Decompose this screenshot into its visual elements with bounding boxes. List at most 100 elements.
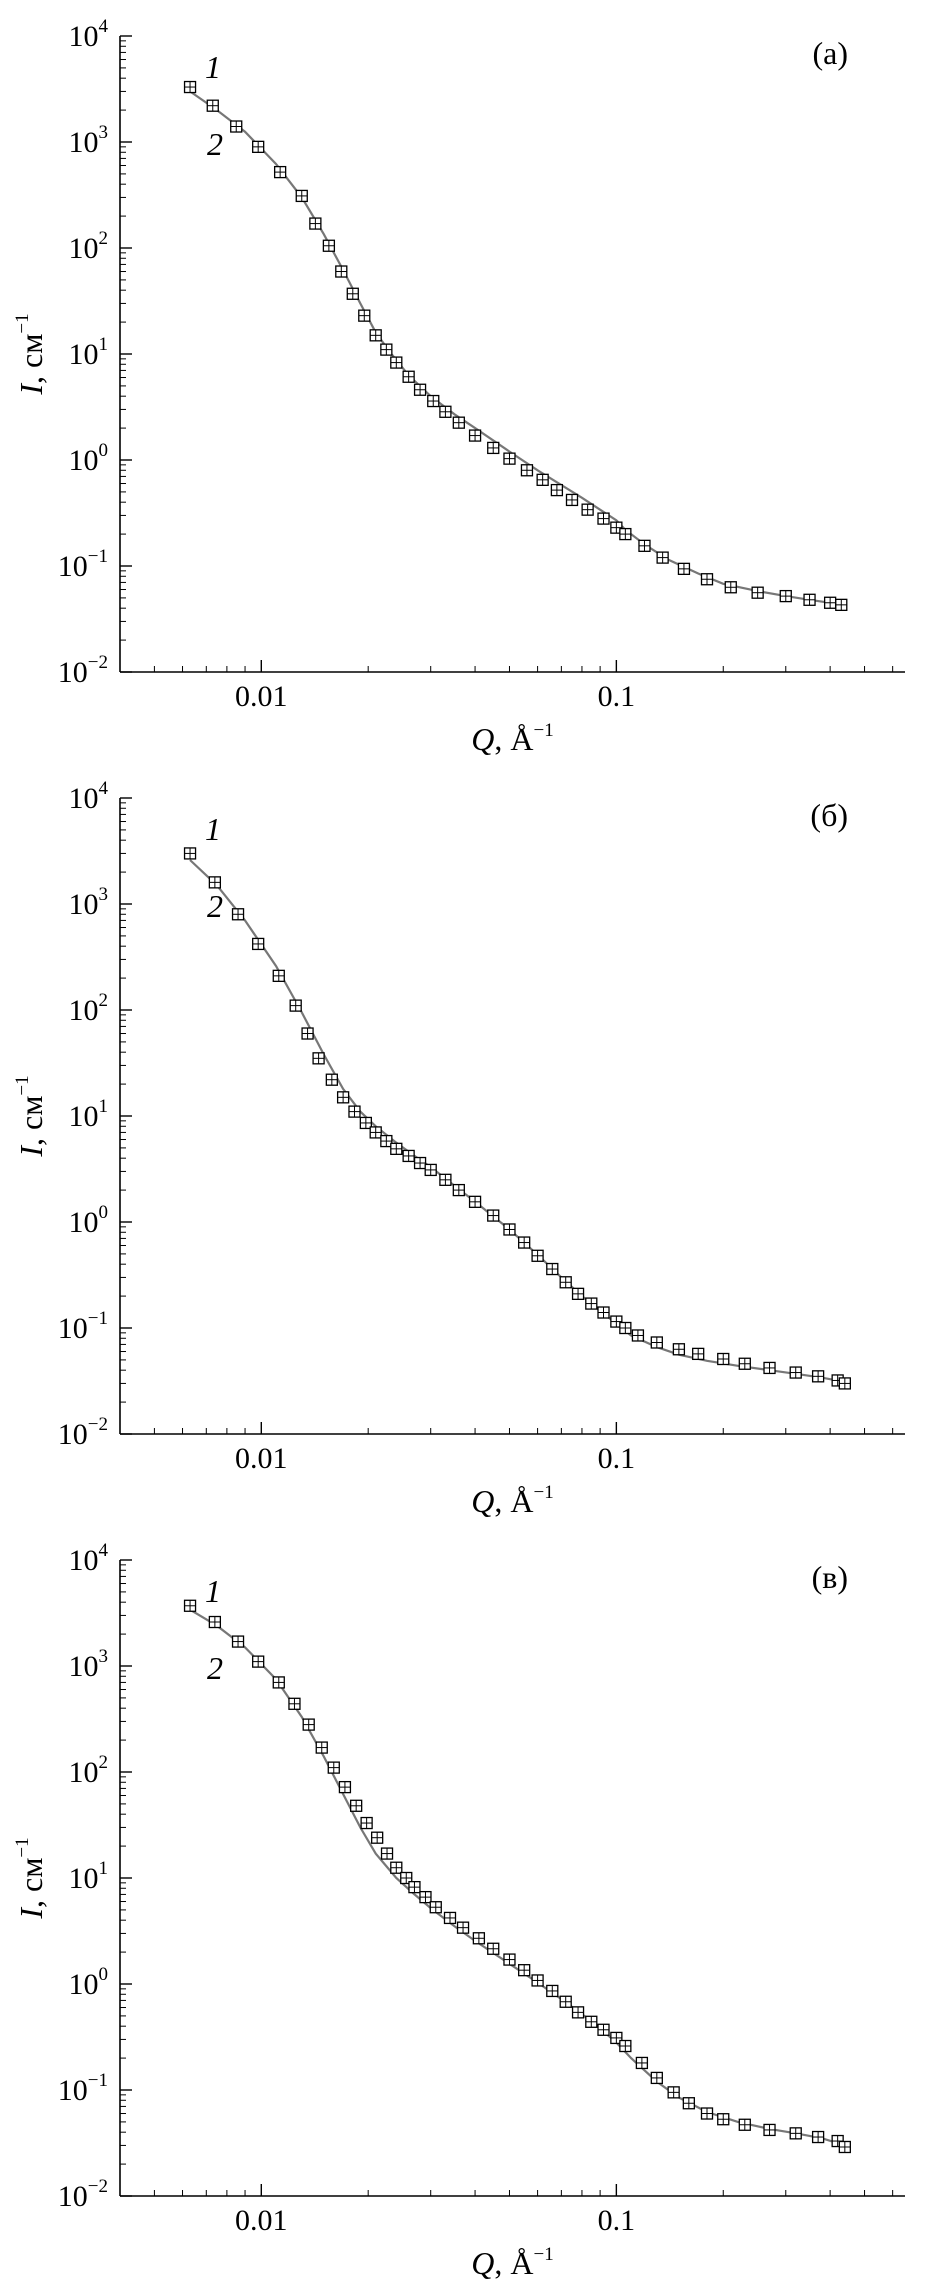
series-1-point bbox=[468, 429, 482, 442]
y-tick-label: 100 bbox=[69, 440, 109, 477]
series-1-point bbox=[325, 1073, 338, 1086]
series-1-point bbox=[380, 343, 393, 356]
series-1-point bbox=[231, 908, 245, 921]
x-axis-label: Q, Å−1 bbox=[471, 1482, 553, 1519]
series-1-point bbox=[585, 1297, 598, 1310]
series-1-point bbox=[400, 1871, 413, 1885]
y-axis-label: I, см−1 bbox=[12, 1837, 49, 1919]
series-1-point bbox=[348, 1105, 361, 1118]
series-1-point bbox=[208, 876, 222, 889]
series-1-point bbox=[439, 405, 452, 418]
series-1-point bbox=[272, 969, 285, 982]
series-1-point bbox=[427, 394, 440, 408]
series-2-fit-line bbox=[189, 1608, 846, 2147]
series-1-point bbox=[536, 473, 549, 486]
series-1-point bbox=[619, 527, 632, 541]
series-1-point bbox=[610, 521, 623, 534]
series-1-point bbox=[638, 539, 651, 552]
series-1-point bbox=[650, 1336, 663, 1349]
series-1-point bbox=[335, 265, 348, 278]
series-1-point bbox=[289, 999, 302, 1012]
series-1-point bbox=[571, 1287, 585, 1300]
y-tick-label: 103 bbox=[69, 884, 109, 921]
series-1-point bbox=[408, 1880, 421, 1894]
series-2-fit-line bbox=[189, 90, 842, 606]
panel-c: 10−2 10−1 100 101 102 103 104 0.01 0.1 Q, Å−1 I, с… bbox=[0, 1524, 928, 2286]
series-label-2: 2 bbox=[207, 1650, 223, 1686]
series-1-point bbox=[439, 1173, 452, 1186]
series-1-point bbox=[838, 1377, 851, 1390]
series-1-point bbox=[571, 2006, 585, 2019]
series-1-point bbox=[338, 1780, 352, 1794]
y-tick-label: 102 bbox=[69, 990, 109, 1027]
series-1-point bbox=[585, 2015, 598, 2028]
panel-label: (в) bbox=[812, 1559, 848, 1595]
series-1-point bbox=[295, 189, 308, 203]
series-1-point bbox=[763, 1361, 776, 1375]
series-1-point bbox=[312, 1052, 325, 1065]
series-1-point bbox=[487, 441, 500, 455]
series-1-point bbox=[656, 551, 669, 564]
series-1-point bbox=[751, 586, 764, 599]
series-1-point bbox=[823, 596, 837, 609]
series-1-point bbox=[452, 1183, 465, 1197]
y-tick-label: 103 bbox=[69, 1646, 109, 1683]
series-1-point bbox=[763, 2123, 776, 2137]
series-label-2: 2 bbox=[207, 888, 223, 924]
series-1-point bbox=[487, 1209, 500, 1222]
chart-a: 10−2 10−1 100 101 102 103 104 0.01 0.1 Q, Å−1 I, с… bbox=[12, 16, 905, 757]
series-1-point bbox=[520, 464, 534, 477]
series-1-point bbox=[677, 562, 691, 575]
series-1-point bbox=[369, 329, 382, 342]
series-label-1: 1 bbox=[205, 811, 221, 847]
y-axis-label-group: I, см−1 bbox=[12, 313, 49, 395]
x-tick-label: 0.01 bbox=[235, 2204, 288, 2237]
series-1-point bbox=[779, 589, 792, 603]
y-tick-label: 10−1 bbox=[58, 546, 108, 583]
series-2-fit-line bbox=[189, 859, 846, 1383]
x-tick-label: 0.01 bbox=[235, 1442, 288, 1475]
series-1-point bbox=[327, 1761, 340, 1774]
series-1-point bbox=[610, 2031, 623, 2045]
y-tick-label: 103 bbox=[69, 122, 109, 159]
y-tick-label: 104 bbox=[69, 1540, 109, 1577]
series-1-point bbox=[518, 1236, 531, 1249]
series-1-point bbox=[402, 1149, 415, 1163]
series-1-point bbox=[380, 1134, 393, 1148]
series-1-point bbox=[413, 383, 427, 396]
series-1-point bbox=[301, 1027, 314, 1040]
series-1-point bbox=[597, 512, 610, 525]
series-1-point bbox=[597, 1306, 610, 1319]
series-1-point bbox=[424, 1163, 437, 1177]
series-1-point bbox=[559, 1276, 572, 1289]
series-1-point bbox=[550, 483, 564, 497]
x-tick-label: 0.1 bbox=[598, 2204, 636, 2237]
y-tick-label: 101 bbox=[69, 1096, 109, 1133]
series-1-point bbox=[503, 452, 516, 465]
series-1-point bbox=[252, 140, 265, 154]
series-1-point bbox=[183, 1599, 197, 1612]
series-1-point bbox=[811, 2130, 825, 2144]
series-1-point bbox=[273, 165, 287, 179]
y-tick-label: 104 bbox=[69, 778, 109, 815]
series-1-point bbox=[456, 1921, 470, 1934]
series-1-point bbox=[208, 1615, 222, 1629]
series-1-point bbox=[546, 1984, 559, 1998]
series-1-point bbox=[531, 1974, 544, 1987]
series-1-point bbox=[700, 2107, 714, 2120]
panel-label: (а) bbox=[812, 35, 848, 71]
series-1-point bbox=[631, 1329, 645, 1342]
series-1-point bbox=[672, 1343, 686, 1356]
series-1-point bbox=[472, 1932, 486, 1945]
series-1-point bbox=[518, 1964, 531, 1977]
panel-label: (б) bbox=[810, 797, 848, 833]
series-1-point bbox=[309, 217, 322, 230]
series-1-point bbox=[252, 1655, 265, 1668]
series-1-point bbox=[667, 2086, 680, 2099]
series-1-point bbox=[390, 356, 403, 369]
series-1-point bbox=[302, 1718, 315, 1731]
series-1-point bbox=[443, 1911, 457, 1925]
series-1-point bbox=[429, 1901, 442, 1914]
chart-c: 10−2 10−1 100 101 102 103 104 0.01 0.1 Q, Å−1 I, с… bbox=[12, 1540, 905, 2281]
series-1-point bbox=[838, 2140, 851, 2154]
